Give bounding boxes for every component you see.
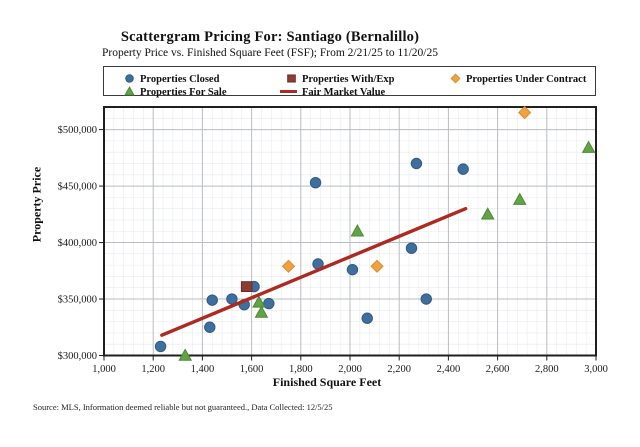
x-tick-label: 1,200	[141, 364, 165, 375]
data-point	[581, 140, 596, 153]
data-point	[204, 321, 216, 333]
y-tick-labels: $300,000 $350,000 $400,000 $450,000 $500,000	[58, 125, 97, 362]
x-tick-label: 1,800	[289, 364, 313, 375]
legend: Properties Closed Properties With/Exp Pr…	[103, 66, 596, 98]
x-tick-label: 2,600	[486, 364, 510, 375]
data-point	[512, 192, 527, 205]
page-subtitle: Property Price vs. Finished Square Feet …	[102, 47, 438, 59]
legend-label: Properties For Sale	[140, 87, 227, 98]
x-tick-label: 2,400	[437, 364, 461, 375]
x-tick-label: 2,000	[338, 364, 362, 375]
properties-closed-marker-icon	[123, 72, 136, 84]
data-point	[154, 340, 167, 353]
series-properties-for-sale	[178, 140, 596, 361]
x-tick-label: 2,800	[535, 364, 559, 375]
title-block: Scattergram Pricing For: Santiago (Berna…	[0, 29, 540, 59]
data-point	[420, 293, 432, 305]
axis-ticks	[99, 129, 597, 361]
data-point	[370, 259, 384, 273]
data-point	[405, 242, 418, 254]
x-tick-label: 2,200	[387, 364, 411, 375]
legend-label: Properties Closed	[140, 74, 220, 85]
series-properties-under-contract	[281, 106, 532, 273]
y-tick-label: $350,000	[58, 295, 97, 306]
data-point	[350, 224, 365, 237]
diamond-glyph	[450, 73, 461, 84]
x-tick-label: 1,400	[191, 364, 215, 375]
triangle-glyph	[124, 86, 135, 96]
data-point	[240, 281, 253, 292]
legend-label: Properties Under Contract	[466, 74, 587, 85]
series-properties-closed	[154, 157, 469, 353]
y-tick-label: $300,000	[58, 351, 97, 362]
legend-item-properties-closed: Properties Closed	[123, 69, 220, 85]
legend-item-properties-with-exp: Properties With/Exp	[285, 69, 395, 85]
data-point	[309, 176, 322, 189]
data-point	[346, 263, 359, 276]
y-tick-label: $500,000	[58, 125, 97, 136]
data-point	[263, 297, 275, 310]
plot-frame	[103, 106, 597, 357]
y-tick-label: $400,000	[58, 238, 97, 249]
x-tick-label: 1,600	[240, 364, 264, 375]
data-point	[281, 259, 296, 273]
page-title: Scattergram Pricing For: Santiago (Berna…	[120, 29, 420, 45]
data-point	[254, 305, 269, 318]
legend-item-fair-market-value: Fair Market Value	[280, 82, 386, 98]
x-tick-labels: 1,000 1,200 1,400 1,600 1,800 2,000 2,200 2,400…	[92, 364, 608, 375]
circle-glyph	[125, 74, 134, 84]
properties-for-sale-marker-icon	[123, 85, 136, 97]
data-point	[178, 348, 193, 361]
legend-label: Properties With/Exp	[302, 74, 395, 85]
y-axis-title: Property Price	[29, 166, 44, 243]
x-axis-title: Finished Square Feet	[272, 375, 382, 389]
data-point	[206, 294, 218, 306]
legend-item-properties-under-contract: Properties Under Contract	[449, 69, 587, 85]
fair-market-value-line-icon	[280, 85, 298, 97]
data-point	[480, 207, 495, 220]
series-properties-with-exp	[240, 281, 253, 292]
data-point	[410, 157, 423, 170]
square-glyph	[287, 74, 296, 83]
legend-label: Fair Market Value	[302, 87, 386, 98]
data-point	[518, 106, 532, 120]
source-note: Source: MLS, Information deemed reliable…	[33, 402, 333, 412]
data-point	[457, 163, 469, 175]
data-point	[252, 295, 266, 308]
x-tick-label: 3,000	[584, 364, 608, 375]
x-tick-label: 1,000	[92, 364, 116, 375]
properties-with-exp-marker-icon	[285, 72, 298, 84]
legend-item-properties-for-sale: Properties For Sale	[123, 82, 227, 98]
fair-market-value-line	[160, 206, 468, 337]
data-point	[361, 312, 373, 324]
properties-under-contract-marker-icon	[449, 72, 462, 84]
y-tick-label: $450,000	[58, 182, 97, 193]
